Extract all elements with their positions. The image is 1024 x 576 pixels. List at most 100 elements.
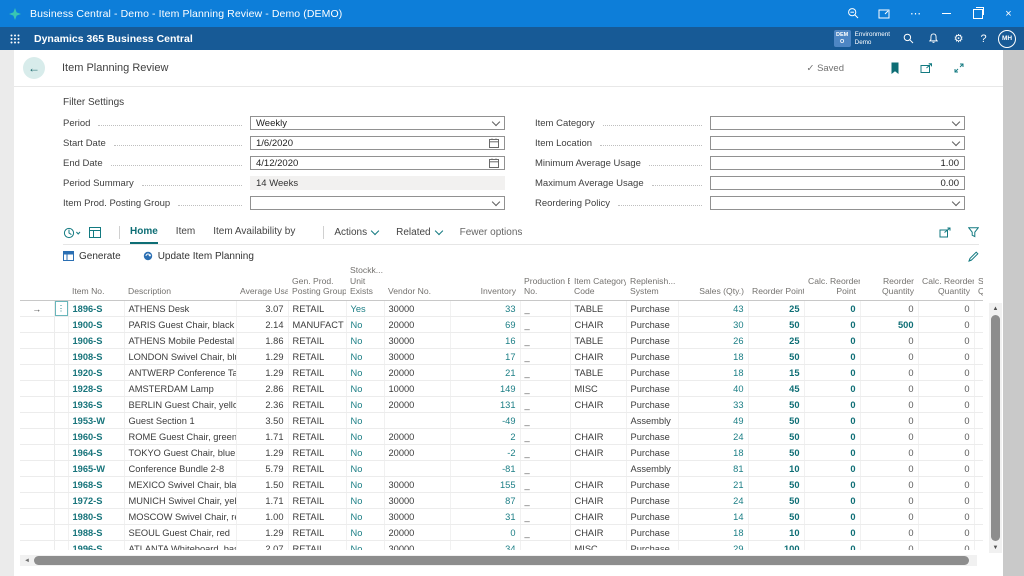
row-selector[interactable] <box>20 492 55 510</box>
cell-sales-qty[interactable]: 49 <box>678 412 749 430</box>
cell-calc-reorder-point[interactable]: 0 <box>804 348 861 366</box>
cell-safety-stock-quantity[interactable] <box>974 348 983 366</box>
period-field[interactable]: Weekly <box>250 116 505 130</box>
cell-item-category-code[interactable]: CHAIR <box>570 348 627 366</box>
bookmark-button[interactable] <box>890 62 900 75</box>
cell-calc-reorder-quantity[interactable]: 0 <box>918 316 975 334</box>
row-selector[interactable] <box>20 540 55 550</box>
minimum-average-usage-field[interactable]: 1.00 <box>710 156 965 170</box>
cell-sales-qty[interactable]: 18 <box>678 364 749 382</box>
row-selector[interactable] <box>20 332 55 350</box>
cell-gen-prod-posting-group[interactable]: RETAIL <box>288 476 347 494</box>
cell-replenishment-system[interactable]: Purchase <box>626 492 679 510</box>
cell-gen-prod-posting-group[interactable]: RETAIL <box>288 380 347 398</box>
cell-vendor-no[interactable]: 20000 <box>384 428 451 446</box>
cell-calc-reorder-point[interactable]: 0 <box>804 524 861 542</box>
col-stockkeeping-unit-exists[interactable]: Stockk... Unit Exists <box>346 263 384 302</box>
help-button[interactable]: ? <box>980 32 987 45</box>
cell-calc-reorder-point[interactable]: 0 <box>804 508 861 526</box>
cell-inventory[interactable]: 21 <box>450 364 521 382</box>
cell-calc-reorder-point[interactable]: 0 <box>804 540 861 550</box>
cell-item-no[interactable]: 1908-S <box>68 348 125 366</box>
cell-item-no[interactable]: 1920-S <box>68 364 125 382</box>
cell-stockkeeping-unit-exists[interactable]: No <box>346 396 385 414</box>
scroll-left-icon[interactable]: ◄ <box>24 557 30 564</box>
cell-calc-reorder-quantity[interactable]: 0 <box>918 460 975 478</box>
item-category-field[interactable] <box>710 116 965 130</box>
cell-replenishment-system[interactable]: Purchase <box>626 524 679 542</box>
reordering-policy-field[interactable] <box>710 196 965 210</box>
cell-calc-reorder-point[interactable]: 0 <box>804 444 861 462</box>
cell-stockkeeping-unit-exists[interactable]: No <box>346 444 385 462</box>
cell-average-usage[interactable]: 1.71 <box>236 492 289 510</box>
cell-item-no[interactable]: 1980-S <box>68 508 125 526</box>
cell-average-usage[interactable]: 1.86 <box>236 332 289 350</box>
cell-replenishment-system[interactable]: Purchase <box>626 316 679 334</box>
col-safety-stock-quantity[interactable]: SafetyQu <box>974 263 983 302</box>
row-selector[interactable] <box>20 460 55 478</box>
cell-calc-reorder-quantity[interactable]: 0 <box>918 380 975 398</box>
cell-item-category-code[interactable] <box>570 412 627 430</box>
col-inventory[interactable]: Inventory <box>450 263 520 302</box>
cell-production-bom-no[interactable]: _ <box>520 348 571 366</box>
cell-reorder-point[interactable]: 50 <box>748 476 805 494</box>
cell-calc-reorder-point[interactable]: 0 <box>804 428 861 446</box>
cell-calc-reorder-point[interactable]: 0 <box>804 300 861 318</box>
cell-inventory[interactable]: 131 <box>450 396 521 414</box>
cell-reorder-point[interactable]: 50 <box>748 508 805 526</box>
cell-sales-qty[interactable]: 29 <box>678 540 749 550</box>
cell-safety-stock-quantity[interactable] <box>974 428 983 446</box>
cell-average-usage[interactable]: 1.29 <box>236 364 289 382</box>
cell-vendor-no[interactable]: 30000 <box>384 332 451 350</box>
cell-inventory[interactable]: 2 <box>450 428 521 446</box>
cell-item-category-code[interactable]: TABLE <box>570 300 627 318</box>
cell-average-usage[interactable]: 1.29 <box>236 524 289 542</box>
cell-reorder-quantity[interactable]: 0 <box>860 396 919 414</box>
cell-average-usage[interactable]: 1.50 <box>236 476 289 494</box>
cell-stockkeeping-unit-exists[interactable]: No <box>346 524 385 542</box>
cell-reorder-point[interactable]: 25 <box>748 300 805 318</box>
row-selector[interactable] <box>20 412 55 430</box>
cell-safety-stock-quantity[interactable] <box>974 460 983 478</box>
cell-item-category-code[interactable]: CHAIR <box>570 492 627 510</box>
start-date-field[interactable]: 1/6/2020 <box>250 136 505 150</box>
cell-item-category-code[interactable]: CHAIR <box>570 508 627 526</box>
cell-production-bom-no[interactable]: _ <box>520 300 571 318</box>
calendar-icon[interactable] <box>489 138 499 148</box>
cell-item-no[interactable]: 1906-S <box>68 332 125 350</box>
cell-reorder-point[interactable]: 50 <box>748 348 805 366</box>
action-update-item-planning[interactable]: Update Item Planning <box>143 251 254 262</box>
cell-inventory[interactable]: 155 <box>450 476 521 494</box>
cell-reorder-quantity[interactable]: 0 <box>860 412 919 430</box>
cell-description[interactable]: ATHENS Desk <box>124 300 237 318</box>
tab-item[interactable]: Item <box>175 226 196 237</box>
cell-sales-qty[interactable]: 30 <box>678 316 749 334</box>
cell-production-bom-no[interactable]: _ <box>520 316 571 334</box>
row-selector[interactable] <box>20 444 55 462</box>
cell-inventory[interactable]: 16 <box>450 332 521 350</box>
cell-gen-prod-posting-group[interactable]: RETAIL <box>288 364 347 382</box>
cell-reorder-point[interactable]: 50 <box>748 396 805 414</box>
row-selector[interactable] <box>20 396 55 414</box>
cell-calc-reorder-quantity[interactable]: 0 <box>918 444 975 462</box>
cell-stockkeeping-unit-exists[interactable]: No <box>346 428 385 446</box>
back-button[interactable]: ← <box>23 57 45 79</box>
cell-description[interactable]: SEOUL Guest Chair, red <box>124 524 237 542</box>
cell-production-bom-no[interactable]: _ <box>520 460 571 478</box>
cell-vendor-no[interactable] <box>384 412 451 430</box>
cell-description[interactable]: AMSTERDAM Lamp <box>124 380 237 398</box>
cell-average-usage[interactable]: 3.50 <box>236 412 289 430</box>
tab-home[interactable]: Home <box>130 222 158 244</box>
col-item-category-code[interactable]: Item Category Code <box>570 263 626 302</box>
horizontal-scrollbar[interactable]: ◄ <box>20 555 977 566</box>
cell-description[interactable]: Guest Section 1 <box>124 412 237 430</box>
cell-gen-prod-posting-group[interactable]: RETAIL <box>288 428 347 446</box>
row-ellipsis-button[interactable]: ⋮ <box>54 301 67 316</box>
cell-safety-stock-quantity[interactable] <box>974 316 983 334</box>
cell-average-usage[interactable]: 1.29 <box>236 444 289 462</box>
cell-calc-reorder-point[interactable]: 0 <box>804 460 861 478</box>
row-selector[interactable] <box>20 364 55 382</box>
cell-item-category-code[interactable] <box>570 460 627 478</box>
zoom-out-button[interactable] <box>838 0 869 27</box>
row-selector[interactable] <box>20 348 55 366</box>
